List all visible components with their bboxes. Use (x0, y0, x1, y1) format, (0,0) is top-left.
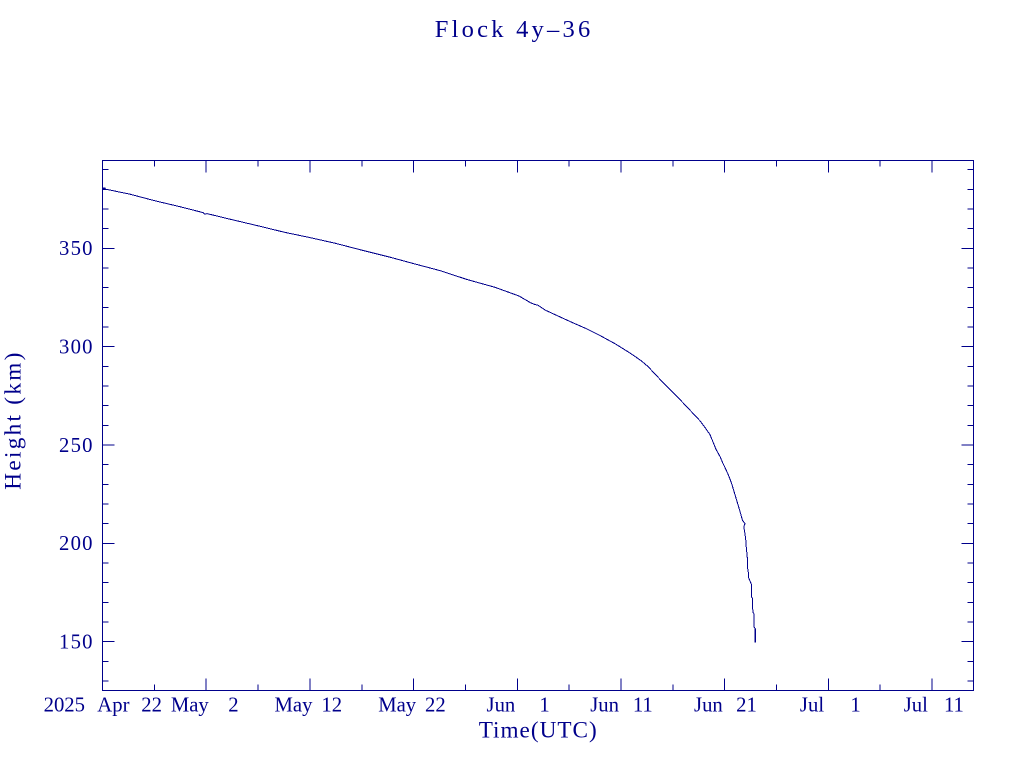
svg-text:May: May (171, 695, 210, 717)
svg-text:250: 250 (59, 435, 93, 457)
svg-text:Time(UTC): Time(UTC) (479, 718, 597, 744)
svg-text:22: 22 (425, 695, 446, 717)
svg-text:Jun: Jun (487, 695, 516, 717)
svg-text:200: 200 (59, 533, 93, 555)
svg-text:150: 150 (59, 632, 93, 654)
svg-text:350: 350 (59, 238, 93, 260)
svg-text:Jul: Jul (904, 695, 928, 717)
svg-text:2: 2 (228, 695, 238, 717)
svg-text:22: 22 (141, 695, 162, 717)
svg-text:1: 1 (850, 695, 860, 717)
svg-text:21: 21 (736, 695, 757, 717)
svg-text:Jun: Jun (694, 695, 723, 717)
svg-text:300: 300 (59, 337, 93, 359)
svg-text:11: 11 (944, 695, 964, 717)
svg-text:1: 1 (539, 695, 549, 717)
svg-text:2025: 2025 (44, 695, 85, 717)
svg-text:Apr: Apr (97, 695, 129, 717)
svg-text:Jul: Jul (800, 695, 824, 717)
svg-text:Height (km): Height (km) (1, 353, 27, 490)
svg-text:Jun: Jun (590, 695, 619, 717)
svg-text:11: 11 (633, 695, 653, 717)
svg-text:12: 12 (321, 695, 342, 717)
svg-text:May: May (275, 695, 314, 717)
svg-text:Flock 4y–36: Flock 4y–36 (435, 16, 591, 43)
svg-text:May: May (378, 695, 417, 717)
